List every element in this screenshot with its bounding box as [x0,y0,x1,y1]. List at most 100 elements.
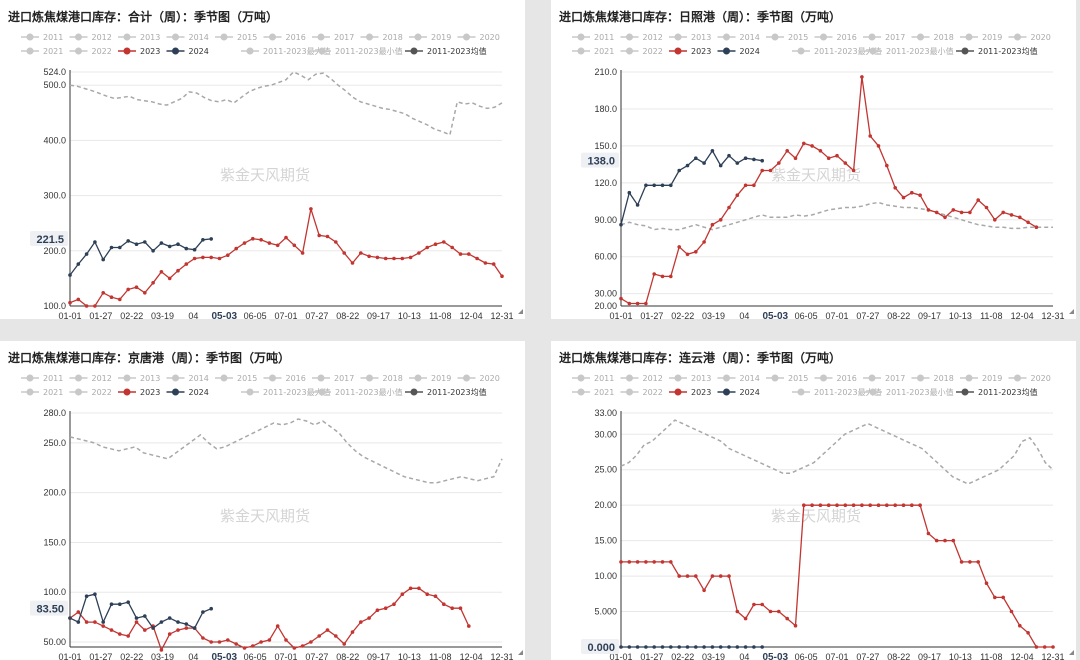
legend-item-2022[interactable]: 2022 [69,388,112,397]
resize-handle-icon[interactable] [1069,309,1074,314]
data-point [201,610,205,614]
x-tick-label: 05-03 [211,652,237,660]
legend-item-2019[interactable]: 2019 [960,374,1002,383]
legend-item-2014[interactable]: 2014 [717,374,760,383]
legend-item-2012[interactable]: 2012 [620,374,663,383]
legend-item-2014[interactable]: 2014 [166,374,209,383]
data-point [826,503,831,507]
legend-item-2012[interactable]: 2012 [69,33,112,42]
legend-item-2016[interactable]: 2016 [263,374,306,383]
legend-label: 2014 [189,374,209,383]
legend-dot [674,47,682,55]
legend-item-2021[interactable]: 2021 [572,388,614,397]
y-axis: 210.0 180.0 150.0 120.0 90.00 60.00 30.00 20.00 [594,67,1053,311]
legend-item-2011-2023最大值[interactable]: 2011-2023最大值 [241,46,331,56]
chart-panel-total: 进口炼焦煤港口库存：合计（周）：季节图（万吨） 2011 2012 2013 2014… [0,0,525,319]
last-value-box [30,600,68,616]
legend-item-2011-2023最小值[interactable]: 2011-2023最小值 [313,46,403,56]
legend-item-2023[interactable]: 2023 [118,388,160,397]
x-tick-label: 08-22 [336,311,359,319]
data-point [685,163,690,168]
series-line [69,208,503,307]
legend-item-2011-2023最大值[interactable]: 2011-2023最大值 [792,387,882,397]
legend-item-2023[interactable]: 2023 [669,388,711,397]
legend-item-2022[interactable]: 2022 [69,47,112,56]
legend-item-2020[interactable]: 2020 [457,374,500,383]
legend-item-2011-2023均值[interactable]: 2011-2023均值 [405,46,487,56]
legend-dot [172,374,179,382]
legend-dot [917,374,924,382]
legend-item-2011[interactable]: 2011 [572,374,614,383]
data-point [727,645,731,649]
legend-item-2018[interactable]: 2018 [911,374,954,383]
legend-item-2015[interactable]: 2015 [766,33,808,42]
legend-item-2024[interactable]: 2024 [717,47,760,56]
legend-item-2018[interactable]: 2018 [911,33,954,42]
data-point [350,261,355,265]
legend-item-2011-2023均值[interactable]: 2011-2023均值 [956,387,1038,397]
legend-item-2020[interactable]: 2020 [1008,374,1051,383]
legend-item-2011[interactable]: 2011 [21,33,63,42]
legend-item-2015[interactable]: 2015 [215,33,257,42]
legend-item-2017[interactable]: 2017 [312,33,354,42]
legend-item-2024[interactable]: 2024 [166,47,209,56]
resize-handle-icon[interactable] [518,309,523,314]
legend-item-2012[interactable]: 2012 [620,33,663,42]
data-point [159,241,164,245]
legend-item-2016[interactable]: 2016 [263,33,306,42]
legend-item-2023[interactable]: 2023 [118,47,160,56]
data-point [976,198,980,202]
y-axis: 280.0 250.0 200.0 150.0 100.0 50.00 [43,408,502,647]
legend-item-2015[interactable]: 2015 [215,374,257,383]
legend-item-2011-2023最小值[interactable]: 2011-2023最小值 [864,46,954,56]
legend-item-2024[interactable]: 2024 [166,388,209,397]
resize-handle-icon[interactable] [518,650,523,655]
x-tick-label: 10-13 [398,311,421,319]
data-point [918,503,922,507]
legend-item-2021[interactable]: 2021 [21,388,63,397]
legend-item-2021[interactable]: 2021 [572,47,614,56]
data-point [760,158,764,163]
legend-item-2013[interactable]: 2013 [669,374,711,383]
legend-item-2019[interactable]: 2019 [409,374,451,383]
data-point [292,646,297,650]
legend-item-2021[interactable]: 2021 [21,47,63,56]
legend-item-2020[interactable]: 2020 [457,33,500,42]
legend-item-2016[interactable]: 2016 [814,374,857,383]
legend-item-2012[interactable]: 2012 [69,374,112,383]
legend-item-2022[interactable]: 2022 [620,47,663,56]
legend-item-2014[interactable]: 2014 [166,33,209,42]
legend-item-2011[interactable]: 2011 [572,33,614,42]
legend-item-2018[interactable]: 2018 [360,374,403,383]
data-point [209,606,213,611]
legend-item-2020[interactable]: 2020 [1008,33,1051,42]
legend-item-2011-2023最大值[interactable]: 2011-2023最大值 [241,387,331,397]
legend-item-2024[interactable]: 2024 [717,388,760,397]
legend-item-2011-2023最大值[interactable]: 2011-2023最大值 [792,46,882,56]
legend-item-2019[interactable]: 2019 [960,33,1002,42]
legend-item-2011-2023最小值[interactable]: 2011-2023最小值 [313,387,403,397]
data-point [677,645,681,649]
legend-item-2011-2023最小值[interactable]: 2011-2023最小值 [864,387,954,397]
legend-item-2023[interactable]: 2023 [669,47,711,56]
legend-item-2022[interactable]: 2022 [620,388,663,397]
legend-item-2011[interactable]: 2011 [21,374,63,383]
legend-item-2019[interactable]: 2019 [409,33,451,42]
chart-total: 2011 2012 2013 2014 2015 2016 2017 2018 2019 2020… [21,33,523,319]
legend-item-2014[interactable]: 2014 [717,33,760,42]
legend-item-2013[interactable]: 2013 [118,33,160,42]
legend-item-2016[interactable]: 2016 [814,33,857,42]
legend-item-2017[interactable]: 2017 [863,374,905,383]
legend-item-2011-2023均值[interactable]: 2011-2023均值 [956,46,1038,56]
resize-handle-icon[interactable] [1069,650,1074,655]
legend-item-2017[interactable]: 2017 [312,374,354,383]
legend-item-2011-2023均值[interactable]: 2011-2023均值 [405,387,487,397]
data-point [201,238,205,242]
legend-item-2015[interactable]: 2015 [766,374,808,383]
legend-item-2013[interactable]: 2013 [118,374,160,383]
legend-item-2018[interactable]: 2018 [360,33,403,42]
legend-label: 2011-2023最大值 [814,387,882,397]
legend-item-2017[interactable]: 2017 [863,33,905,42]
legend-item-2013[interactable]: 2013 [669,33,711,42]
data-point [785,149,789,153]
